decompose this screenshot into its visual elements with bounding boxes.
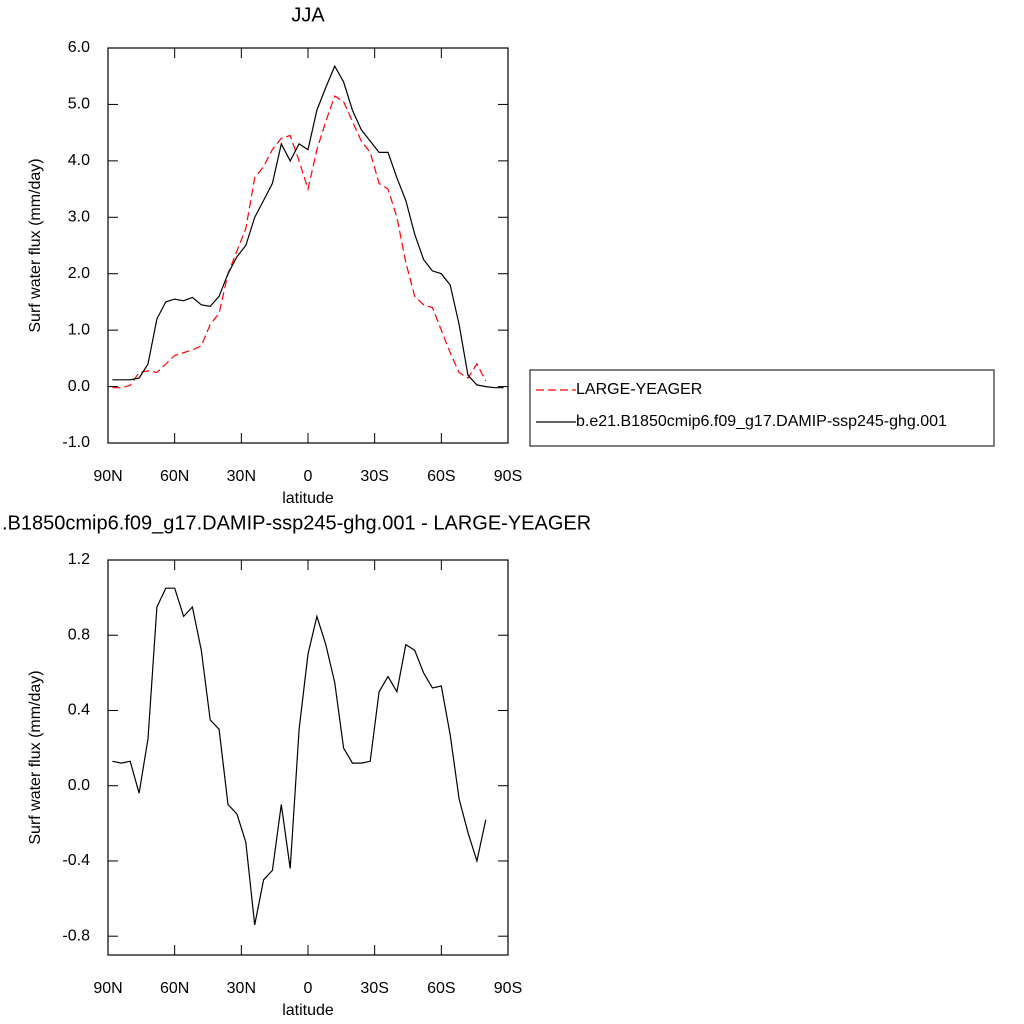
y-tick-label: 0.4 (68, 702, 90, 719)
x-tick-label: 90S (494, 468, 522, 485)
x-tick-label: 0 (304, 468, 313, 485)
y-tick-label: 0.0 (68, 777, 90, 794)
y-tick-label: 6.0 (68, 39, 90, 56)
y-tick-label: 5.0 (68, 96, 90, 113)
legend-box (529, 369, 995, 447)
x-axis-label: latitude (282, 490, 334, 507)
y-tick-label: -0.8 (62, 927, 90, 944)
y-tick-label: 1.0 (68, 321, 90, 338)
data-line (112, 587, 487, 926)
y-tick-label: 1.2 (68, 551, 90, 568)
x-tick-label: 90N (93, 468, 122, 485)
x-tick-label: 60S (427, 980, 455, 997)
plot-frame (107, 559, 509, 956)
x-tick-label: 90N (93, 980, 122, 997)
y-tick-label: 3.0 (68, 209, 90, 226)
x-tick-label: 90S (494, 980, 522, 997)
x-tick-label: 30S (360, 980, 388, 997)
chart-title: JJA (291, 4, 325, 26)
x-tick-label: 30N (227, 980, 256, 997)
y-axis-label: Surf water flux (mm/day) (27, 158, 44, 332)
y-axis-label: Surf water flux (mm/day) (27, 670, 44, 844)
plot-frame (107, 47, 509, 444)
x-tick-label: 30N (227, 468, 256, 485)
x-tick-label: 60N (160, 980, 189, 997)
y-tick-label: 0.0 (68, 378, 90, 395)
y-tick-label: -1.0 (62, 434, 90, 451)
legend-entry: LARGE-YEAGER (576, 381, 702, 398)
x-tick-label: 30S (360, 468, 388, 485)
data-line (112, 64, 504, 389)
x-tick-label: 0 (304, 980, 313, 997)
data-line (112, 95, 487, 389)
x-axis-label: latitude (282, 1002, 334, 1019)
y-tick-label: -0.4 (62, 852, 90, 869)
x-tick-label: 60S (427, 468, 455, 485)
y-tick-label: 4.0 (68, 152, 90, 169)
y-tick-label: 2.0 (68, 265, 90, 282)
legend-entry: b.e21.B1850cmip6.f09_g17.DAMIP-ssp245-gh… (576, 413, 947, 430)
legend: LARGE-YEAGER b.e21.B1850cmip6.f09_g17.DAM… (529, 369, 995, 447)
x-tick-label: 60N (160, 468, 189, 485)
y-tick-label: 0.8 (68, 626, 90, 643)
chart-title: .B1850cmip6.f09_g17.DAMIP-ssp245-ghg.001… (2, 512, 591, 534)
